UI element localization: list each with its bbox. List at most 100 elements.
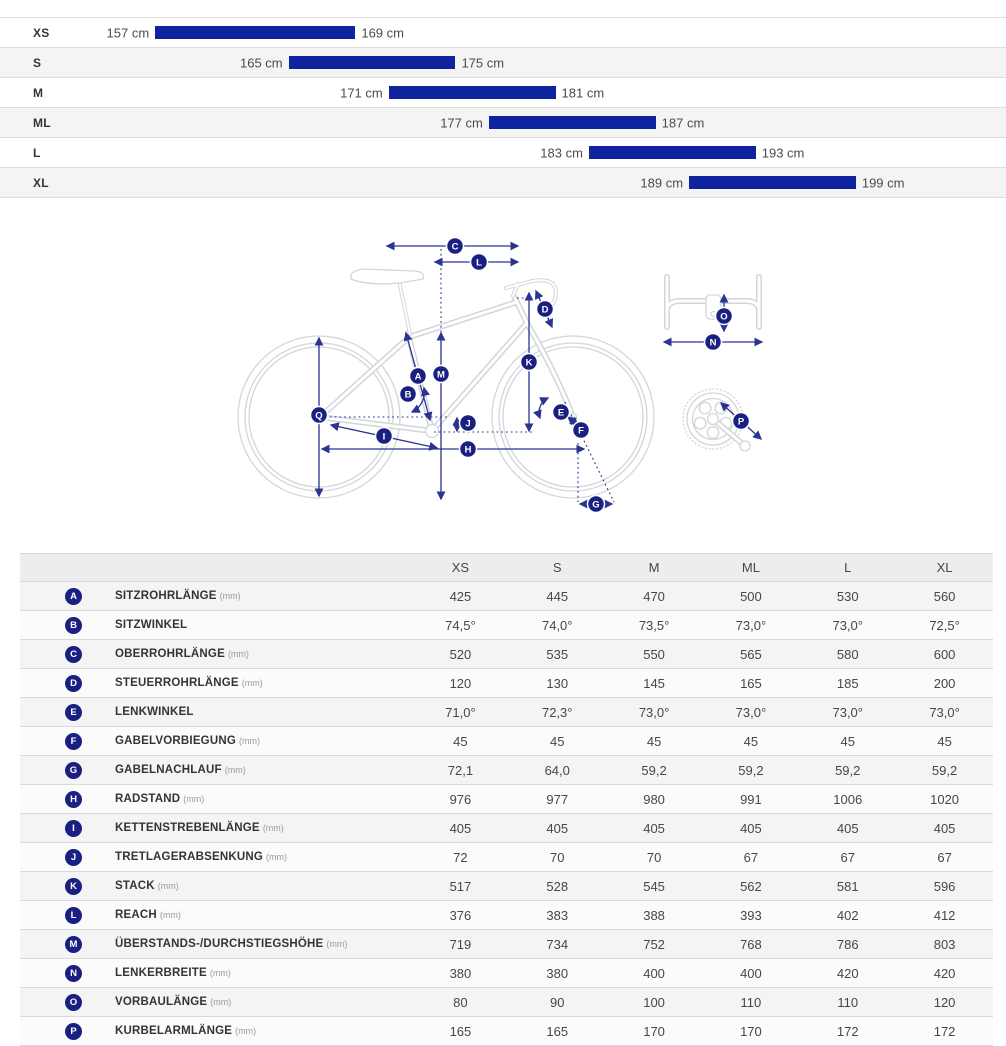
row-badge-cell: P <box>20 1022 110 1040</box>
geometry-value: 72,1 <box>447 762 474 778</box>
geometry-value: 64,0 <box>544 762 570 778</box>
geometry-value: 59,2 <box>931 762 958 778</box>
geometry-row-a: A SITZROHRLÄNGE (mm) 425 445 470 500 530 560 <box>20 581 993 610</box>
geometry-value: 74,0° <box>541 617 573 633</box>
column-header-s: S <box>552 560 562 575</box>
geometry-value: 402 <box>836 907 859 923</box>
geometry-value: 73,0° <box>832 617 863 633</box>
geometry-value: 110 <box>837 994 859 1010</box>
row-badge-cell: D <box>20 674 110 692</box>
row-letter-badge: O <box>65 993 82 1011</box>
geometry-value: 100 <box>643 994 665 1010</box>
geometry-row-o: O VORBAULÄNGE (mm) 80 90 100 110 110 120 <box>20 987 993 1016</box>
geometry-value: 72,3° <box>541 704 573 720</box>
svg-text:Q: Q <box>315 411 322 422</box>
row-badge-cell: O <box>20 993 110 1011</box>
badge-o: O <box>714 306 734 326</box>
geometry-value: 72 <box>453 849 468 865</box>
geometry-value: 528 <box>546 878 569 894</box>
row-label: KURBELARMLÄNGE (mm) <box>115 1025 257 1037</box>
svg-text:L: L <box>476 258 482 269</box>
badge-k: K <box>519 352 539 372</box>
geometry-value: 786 <box>836 936 859 952</box>
badge-m: M <box>431 364 451 384</box>
badge-j: J <box>458 413 478 433</box>
size-label: XS <box>33 25 50 40</box>
row-label: GABELNACHLAUF (mm) <box>115 764 246 776</box>
geometry-table: XS S M ML L XL A SITZROHRLÄNGE (mm) 425 445 470 500 5… <box>20 553 993 1046</box>
badge-d: D <box>535 299 555 319</box>
max-height-label: 193 cm <box>761 145 805 160</box>
geometry-value: 383 <box>546 907 569 923</box>
geometry-value: 600 <box>933 646 956 662</box>
row-badge-cell: H <box>20 790 110 808</box>
row-letter-badge: E <box>65 703 82 721</box>
max-height-label: 175 cm <box>461 55 505 70</box>
row-badge-cell: L <box>20 906 110 924</box>
row-unit: (mm) <box>159 910 181 920</box>
geometry-value: 172 <box>933 1023 956 1039</box>
geometry-value: 560 <box>933 588 956 604</box>
row-label: SITZWINKEL <box>115 619 188 631</box>
svg-text:K: K <box>526 358 533 369</box>
geometry-value: 977 <box>546 791 569 807</box>
row-unit: (mm) <box>235 1026 257 1036</box>
svg-text:P: P <box>738 417 745 428</box>
badge-g: G <box>586 494 606 514</box>
row-badge-cell: E <box>20 703 110 721</box>
size-label: M <box>33 85 44 100</box>
row-unit: (mm) <box>157 881 179 891</box>
geometry-value: 405 <box>836 820 859 836</box>
height-range-bar <box>588 146 756 159</box>
geometry-value: 596 <box>933 878 956 894</box>
height-range-bar <box>488 116 656 129</box>
row-unit: (mm) <box>239 736 260 746</box>
geometry-row-g: G GABELNACHLAUF (mm) 72,1 64,0 59,2 59,2 59,2 59… <box>20 755 993 784</box>
geometry-value: 45 <box>646 733 662 749</box>
row-label: SITZROHRLÄNGE (mm) <box>115 590 241 602</box>
row-letter-badge: A <box>65 587 82 605</box>
geometry-value: 45 <box>550 733 565 749</box>
row-letter-badge: J <box>65 848 82 866</box>
geometry-value: 405 <box>546 820 569 836</box>
row-label: KETTENSTREBENLÄNGE (mm) <box>115 822 284 834</box>
geometry-value: 530 <box>836 588 859 604</box>
bike-geometry-page: XS 157 cm 169 cm S 165 cm 175 cm M 171 cm 181 cm… <box>0 17 1006 1046</box>
geometry-value: 400 <box>643 965 665 981</box>
geometry-value: 120 <box>933 994 956 1010</box>
svg-text:H: H <box>465 445 472 456</box>
geometry-value: 67 <box>743 849 759 865</box>
geometry-value: 45 <box>937 733 952 749</box>
row-label: STEUERROHRLÄNGE (mm) <box>115 677 263 689</box>
geometry-value: 90 <box>550 994 565 1010</box>
geometry-value: 73,0° <box>735 704 767 720</box>
geometry-value: 45 <box>453 733 468 749</box>
geometry-value: 405 <box>449 820 472 836</box>
geometry-value: 73,0° <box>638 704 670 720</box>
geometry-value: 73,0° <box>735 617 767 633</box>
size-label: XL <box>33 175 49 190</box>
front-wheel <box>491 335 655 499</box>
geometry-value: 470 <box>643 588 665 604</box>
row-label: RADSTAND (mm) <box>115 793 205 805</box>
geometry-row-d: D STEUERROHRLÄNGE (mm) 120 130 145 165 185 200 <box>20 668 993 697</box>
height-range-bar <box>689 176 856 189</box>
geometry-value: 73,5° <box>638 617 670 633</box>
svg-text:M: M <box>437 370 445 381</box>
row-label: OBERROHRLÄNGE (mm) <box>115 648 249 660</box>
svg-text:A: A <box>415 372 422 383</box>
row-label: LENKWINKEL <box>115 706 194 718</box>
geometry-value: 991 <box>740 791 762 807</box>
column-header-ml: ML <box>741 560 760 575</box>
geometry-value: 405 <box>643 820 665 836</box>
row-unit: (mm) <box>224 765 246 775</box>
geometry-value: 803 <box>933 936 956 952</box>
geometry-row-l: L REACH (mm) 376 383 388 393 402 412 <box>20 900 993 929</box>
row-letter-badge: D <box>65 674 82 692</box>
geometry-value: 67 <box>937 849 952 865</box>
row-badge-cell: J <box>20 848 110 866</box>
row-label: GABELVORBIEGUNG (mm) <box>115 735 260 747</box>
row-letter-badge: P <box>65 1022 82 1040</box>
geometry-value: 165 <box>449 1023 472 1039</box>
badge-h: H <box>458 439 478 459</box>
